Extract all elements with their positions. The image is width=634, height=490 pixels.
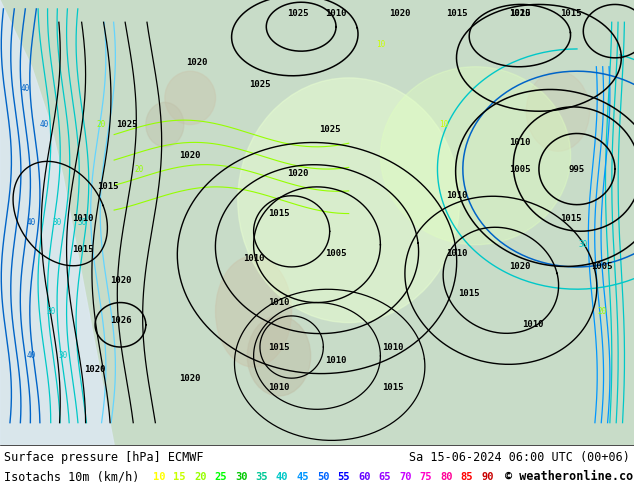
Text: 80: 80 [440,472,453,482]
Text: 70: 70 [399,472,411,482]
Text: 1025: 1025 [319,124,340,134]
Text: 1015: 1015 [268,209,290,218]
Text: 1010: 1010 [509,138,531,147]
Text: 10: 10 [439,120,448,129]
Text: 995: 995 [569,165,585,173]
Text: 30: 30 [59,351,68,361]
Text: 35: 35 [256,472,268,482]
Text: 1020: 1020 [110,276,131,285]
Text: 1010: 1010 [522,320,543,329]
Text: 30: 30 [46,307,55,316]
Text: 1015: 1015 [458,289,480,298]
Text: 1010: 1010 [446,249,467,258]
Text: 1025: 1025 [287,9,309,18]
Text: 1015: 1015 [446,9,467,18]
Text: 1020: 1020 [84,365,106,374]
Text: 1010: 1010 [325,356,347,365]
Text: 1020: 1020 [509,9,531,18]
Text: 1010: 1010 [325,9,347,18]
Text: 20: 20 [598,307,607,316]
Ellipse shape [146,102,184,147]
Text: Sa 15-06-2024 06:00 UTC (00+06): Sa 15-06-2024 06:00 UTC (00+06) [409,451,630,465]
Text: 1005: 1005 [592,263,613,271]
Text: © weatheronline.co.uk: © weatheronline.co.uk [505,470,634,484]
Polygon shape [0,0,114,445]
Text: 1010: 1010 [382,343,404,351]
Text: 65: 65 [378,472,391,482]
Text: 30: 30 [78,218,87,227]
Text: 40: 40 [27,218,36,227]
Text: 1020: 1020 [287,169,309,178]
Text: 40: 40 [27,351,36,361]
Ellipse shape [216,256,292,367]
Text: 10: 10 [376,40,385,49]
Text: 25: 25 [214,472,227,482]
Text: 1020: 1020 [389,9,410,18]
Text: 1020: 1020 [509,263,531,271]
Text: 1020: 1020 [179,151,201,160]
Text: 15: 15 [174,472,186,482]
Text: Isotachs 10m (km/h): Isotachs 10m (km/h) [4,470,139,484]
Text: 1015: 1015 [382,383,404,392]
Text: 1015: 1015 [97,182,119,192]
Text: 40: 40 [40,120,49,129]
Text: 85: 85 [460,472,473,482]
Text: 90: 90 [481,472,493,482]
Text: 20: 20 [97,120,106,129]
Text: 1005: 1005 [509,165,531,173]
Ellipse shape [380,67,571,245]
Text: 20: 20 [135,165,144,173]
Text: 30: 30 [53,218,61,227]
Ellipse shape [165,71,216,124]
Text: 1010: 1010 [243,253,264,263]
Text: 1005: 1005 [325,249,347,258]
Text: 1010: 1010 [268,298,290,307]
Ellipse shape [238,78,460,322]
Text: 1010: 1010 [72,214,93,222]
Text: 45: 45 [297,472,309,482]
Text: 1010: 1010 [268,383,290,392]
Text: 1010: 1010 [446,191,467,200]
Ellipse shape [526,71,590,151]
Text: 40: 40 [276,472,288,482]
Text: 10: 10 [153,472,165,482]
Text: 50: 50 [317,472,330,482]
Text: 40: 40 [21,84,30,94]
Text: 1020: 1020 [186,58,207,67]
Text: 1015: 1015 [72,245,93,254]
Text: 1015: 1015 [560,9,581,18]
Text: 1015: 1015 [560,214,581,222]
Text: 1026: 1026 [110,316,131,325]
Text: 60: 60 [358,472,370,482]
Text: 1015: 1015 [509,9,531,18]
Text: 75: 75 [420,472,432,482]
Text: 30: 30 [579,240,588,249]
Text: 20: 20 [194,472,207,482]
Text: 1020: 1020 [179,374,201,383]
Ellipse shape [247,316,311,396]
Text: Surface pressure [hPa] ECMWF: Surface pressure [hPa] ECMWF [4,451,204,465]
Text: 1025: 1025 [249,80,271,89]
Text: 1015: 1015 [268,343,290,351]
Text: 55: 55 [337,472,350,482]
Text: 30: 30 [235,472,247,482]
Text: 1025: 1025 [116,120,138,129]
